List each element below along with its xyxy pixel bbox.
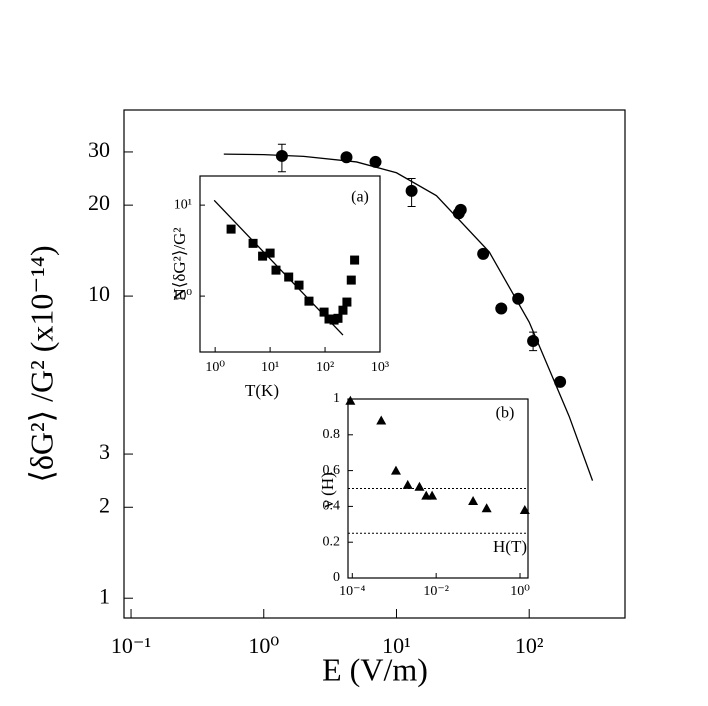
data-point [319,307,329,317]
y-axis-label: ν (H) [318,472,337,508]
y-tick-label: 0.6 [323,463,341,478]
data-point [454,203,467,216]
data-point [258,251,268,261]
plot-frame [199,175,381,353]
data-point [284,272,294,282]
panel-label: (b) [496,405,515,422]
data-point [345,395,356,405]
y-tick-label: 30 [88,137,110,162]
panel-label: (a) [351,189,369,206]
y-tick-label: 1 [333,391,340,406]
data-point [350,255,360,265]
x-tick-label: 10² [515,633,544,658]
y-tick-label: 1 [99,583,110,608]
data-point [481,503,492,513]
y-tick-label: 0.8 [323,427,341,442]
data-point [294,280,304,290]
x-tick-label: 10¹ [382,633,411,658]
data-point [271,265,281,275]
data-point [338,305,348,315]
y-tick-label: 10¹ [174,197,192,212]
x-axis-label: H(T) [493,537,527,556]
y-axis-label: ⟨δG²⟩ /G² (x10⁻¹⁴) [23,245,59,482]
data-point [427,490,438,500]
data-point [477,247,490,260]
data-point [554,375,567,388]
data-point [342,297,352,307]
data-point [226,224,236,234]
x-axis-label: E (V/m) [322,651,428,687]
data-point [333,313,343,323]
fit-curve [213,199,344,336]
y-tick-label: 2 [99,492,110,517]
x-tick-label: 10⁰ [510,584,530,599]
data-point [405,184,418,197]
x-tick-label: 10³ [371,360,389,375]
data-point [369,155,382,168]
data-point [519,504,530,514]
y-tick-label: 3 [99,439,110,464]
x-tick-label: 10⁰ [248,633,279,658]
data-point [402,479,413,489]
x-tick-label: 10⁻⁴ [339,584,365,599]
y-tick-label: 20 [88,190,110,215]
y-tick-label: 0.2 [323,534,341,549]
y-tick-label: 0 [333,570,340,585]
y-tick-label: 10⁰ [172,288,192,303]
data-point [414,481,425,491]
x-axis-label: T(K) [245,381,279,400]
data-point [324,314,334,324]
x-tick-label: 10¹ [261,360,279,375]
x-tick-label: 10⁻¹ [111,633,151,658]
data-point [376,415,387,425]
data-point [512,292,525,305]
x-tick-label: 10⁻² [423,584,449,599]
data-point [346,275,356,285]
data-point [265,248,275,258]
fit-curve [223,153,594,481]
data-point [248,238,258,248]
x-tick-label: 10⁰ [205,360,225,375]
data-point [495,302,508,315]
y-tick-label: 10 [88,281,110,306]
y-axis-label: N⟨δG²⟩/G² [170,227,189,300]
y-tick-label: 0.4 [323,499,341,514]
data-point [468,496,479,506]
data-point [304,296,314,306]
data-point [390,465,401,475]
x-tick-label: 10² [316,360,334,375]
